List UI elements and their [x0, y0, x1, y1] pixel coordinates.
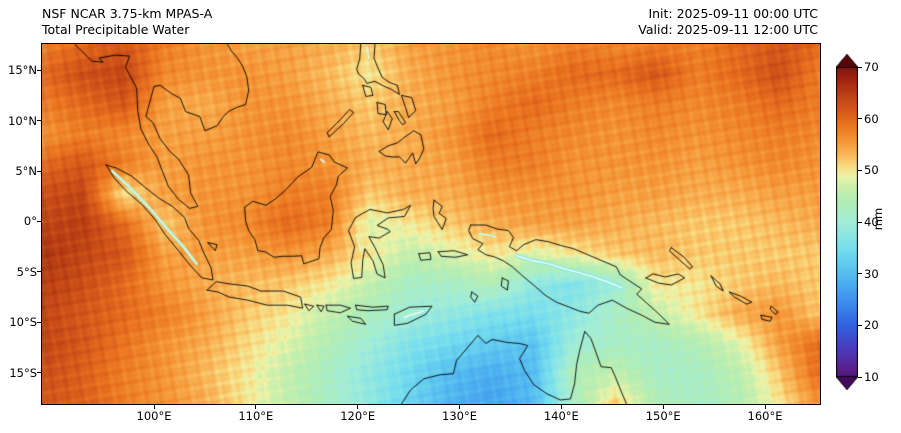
colorbar-tick — [858, 376, 862, 378]
colorbar-tick-label: 50 — [864, 163, 879, 178]
colorbar-tick — [858, 324, 862, 326]
y-axis-tick — [37, 69, 41, 71]
x-axis-tick — [560, 405, 562, 409]
y-axis-tick — [37, 120, 41, 122]
x-axis-tick — [662, 405, 664, 409]
y-tick-label: 5°S — [16, 264, 37, 279]
x-tick-label: 100°E — [136, 409, 172, 423]
x-tick-label: 110°E — [238, 409, 274, 423]
y-axis-tick — [37, 271, 41, 273]
y-tick-label: 15°N — [8, 63, 37, 78]
y-axis-tick — [37, 321, 41, 323]
variable-title: Total Precipitable Water — [42, 22, 190, 37]
y-tick-label: 10°N — [8, 113, 37, 128]
colorbar-tick-label: 70 — [864, 60, 879, 74]
colorbar-tick — [858, 221, 862, 223]
x-tick-label: 150°E — [645, 409, 681, 423]
y-tick-label: 0° — [23, 214, 37, 229]
y-tick-label: 15°S — [9, 365, 37, 380]
y-axis-tick — [37, 220, 41, 222]
x-tick-label: 130°E — [442, 409, 477, 423]
colorbar-tick-label: 10 — [864, 370, 879, 384]
x-axis-tick — [459, 405, 460, 409]
colorbar-tick — [858, 66, 862, 68]
colorbar-tick-label: 20 — [864, 318, 879, 333]
colorbar — [836, 54, 858, 390]
y-tick-label: 10°S — [9, 315, 37, 330]
x-axis-tick — [357, 405, 359, 409]
x-tick-label: 120°E — [340, 409, 376, 423]
map-plot-area — [41, 43, 821, 405]
map-canvas — [42, 44, 820, 404]
colorbar-tick — [858, 169, 862, 171]
y-axis-tick — [37, 170, 41, 172]
x-axis-tick — [153, 405, 155, 409]
init-time: Init: 2025-09-11 00:00 UTC — [648, 6, 818, 21]
x-tick-label: 140°E — [543, 409, 579, 423]
colorbar-tick-label: 30 — [864, 266, 879, 281]
colorbar-tick — [858, 273, 862, 275]
time-block: Init: 2025-09-11 00:00 UTC Valid: 2025-0… — [638, 6, 818, 38]
colorbar-tick-label: 40 — [864, 215, 879, 229]
colorbar-tick — [858, 118, 862, 120]
valid-time: Valid: 2025-09-11 12:00 UTC — [638, 22, 818, 37]
colorbar-tick-label: 60 — [864, 111, 879, 126]
title-block: NSF NCAR 3.75-km MPAS-A Total Precipitab… — [42, 6, 212, 38]
y-tick-label: 5°N — [15, 164, 37, 179]
x-tick-label: 160°E — [747, 409, 783, 423]
x-axis-tick — [255, 405, 257, 409]
x-axis-tick — [764, 405, 766, 409]
y-axis-tick — [37, 372, 41, 374]
model-title: NSF NCAR 3.75-km MPAS-A — [42, 6, 213, 21]
